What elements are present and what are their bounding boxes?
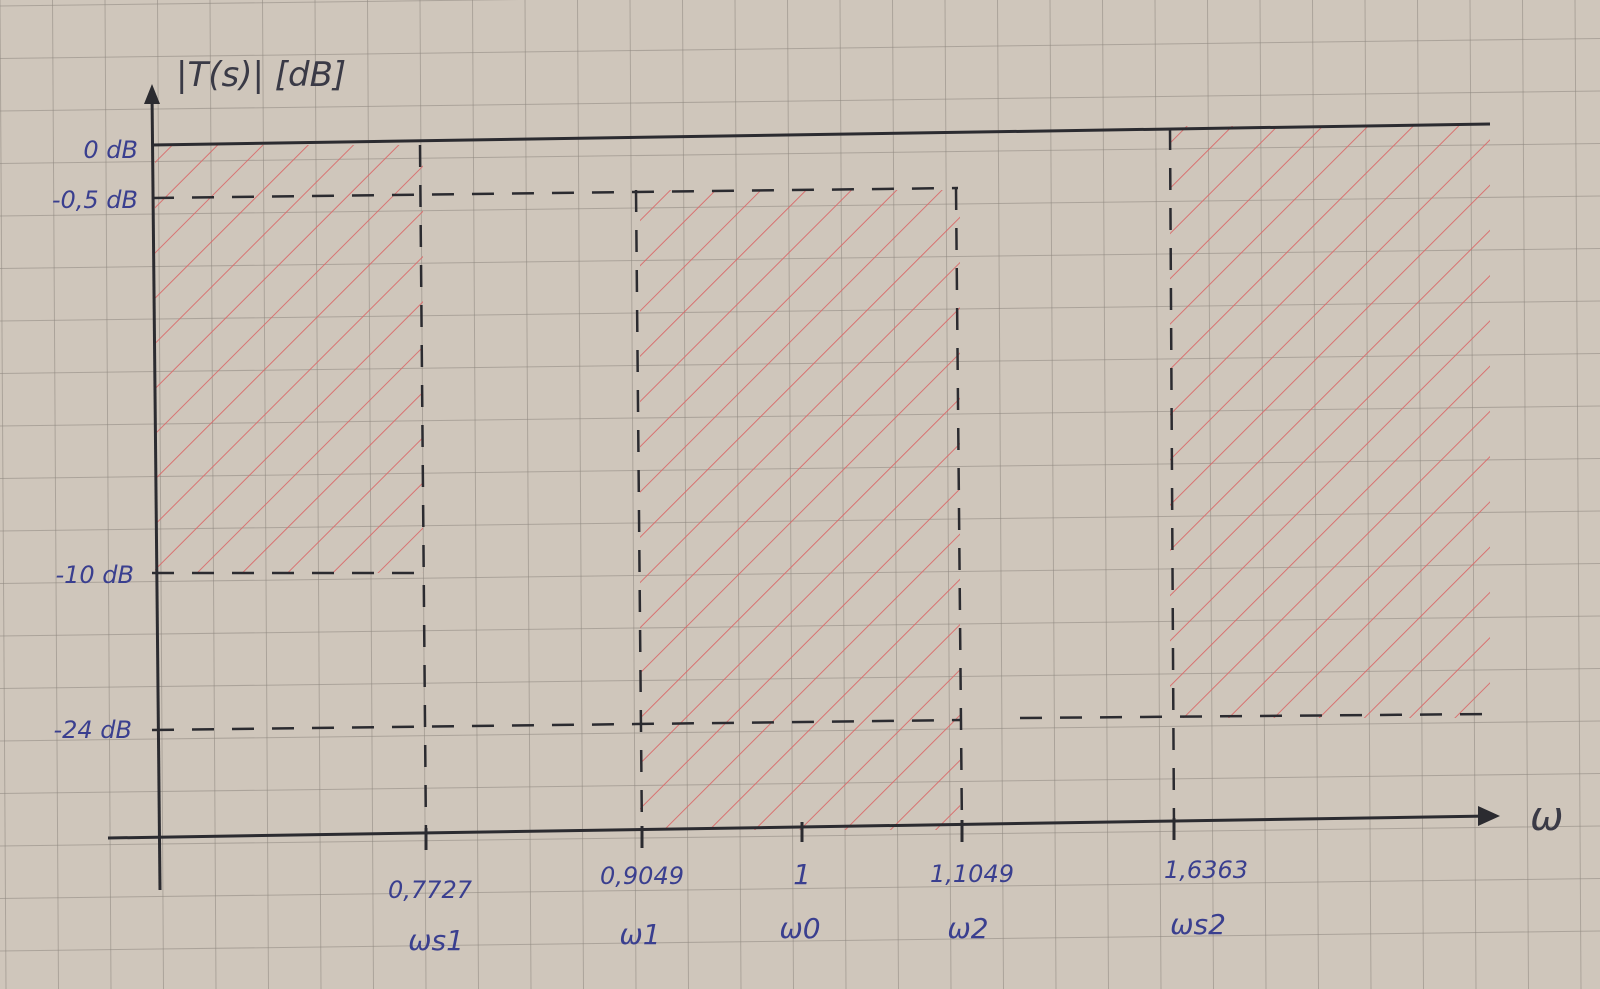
minus-half-db-line [151,186,959,200]
grid-line-vertical [1154,0,1162,989]
x-tick-label-w1: 0,9049 [600,862,684,890]
x-axis [107,814,1491,840]
axes [107,84,1500,891]
grid-line-vertical [104,0,112,989]
w1-vline [634,189,644,839]
spec-lines [151,127,1493,839]
x-tick-label-w2: 1,1049 [930,860,1014,888]
grid-line-vertical [472,0,479,989]
x-symbol-ws1: ωs1 [408,924,464,957]
grid-line-horizontal [0,38,1600,59]
minus-24-db-line [151,718,963,732]
grid-line-vertical [52,0,59,989]
w2-vline [954,187,964,833]
y-axis-title: |T(s)| [dB] [176,55,346,95]
grid-line-vertical [0,0,7,989]
y-axis [150,91,162,891]
grid-line-vertical [629,0,637,989]
x-symbol-w2: ω2 [947,912,988,945]
x-tick-marks [424,818,1176,850]
y-axis-arrow [144,84,160,104]
grid-line-vertical [1574,0,1582,989]
grid-line-horizontal [0,930,1600,952]
ws1-vline [418,144,428,839]
grid-line-horizontal [0,90,1600,112]
grid-line-vertical [1102,0,1109,989]
x-tick-label-w0: 1 [793,858,811,891]
x-tick-label-ws2: 1,6363 [1164,856,1248,884]
grid-line-vertical [997,0,1004,989]
grid-line-vertical [524,0,532,989]
x-axis-arrow [1478,806,1500,826]
grid-line-horizontal [0,825,1600,847]
grid-line-vertical [577,0,584,989]
grid-line-vertical [1049,0,1057,989]
x-symbol-w0: ω0 [779,912,820,945]
x-symbol-w1: ω1 [619,918,660,951]
passband-region [640,190,960,830]
x-axis-title: ω [1530,794,1564,840]
grid-line-horizontal [0,878,1600,899]
x-tick-label-ws1: 0,7727 [388,876,473,904]
upper-stopband-region [1170,126,1490,718]
y-tick-label-minus-10db: -10 dB [55,561,134,589]
y-tick-label-minus-half-db: -0,5 dB [52,186,138,214]
grid-line-vertical [1522,0,1529,989]
y-tick-label-0db: 0 dB [83,136,138,164]
lower-stopband-region [155,145,423,573]
zero-db-line [151,122,1491,147]
x-symbol-ws2: ωs2 [1170,908,1226,941]
grid-line-horizontal [0,0,521,7]
y-tick-label-minus-24db: -24 dB [53,716,132,744]
